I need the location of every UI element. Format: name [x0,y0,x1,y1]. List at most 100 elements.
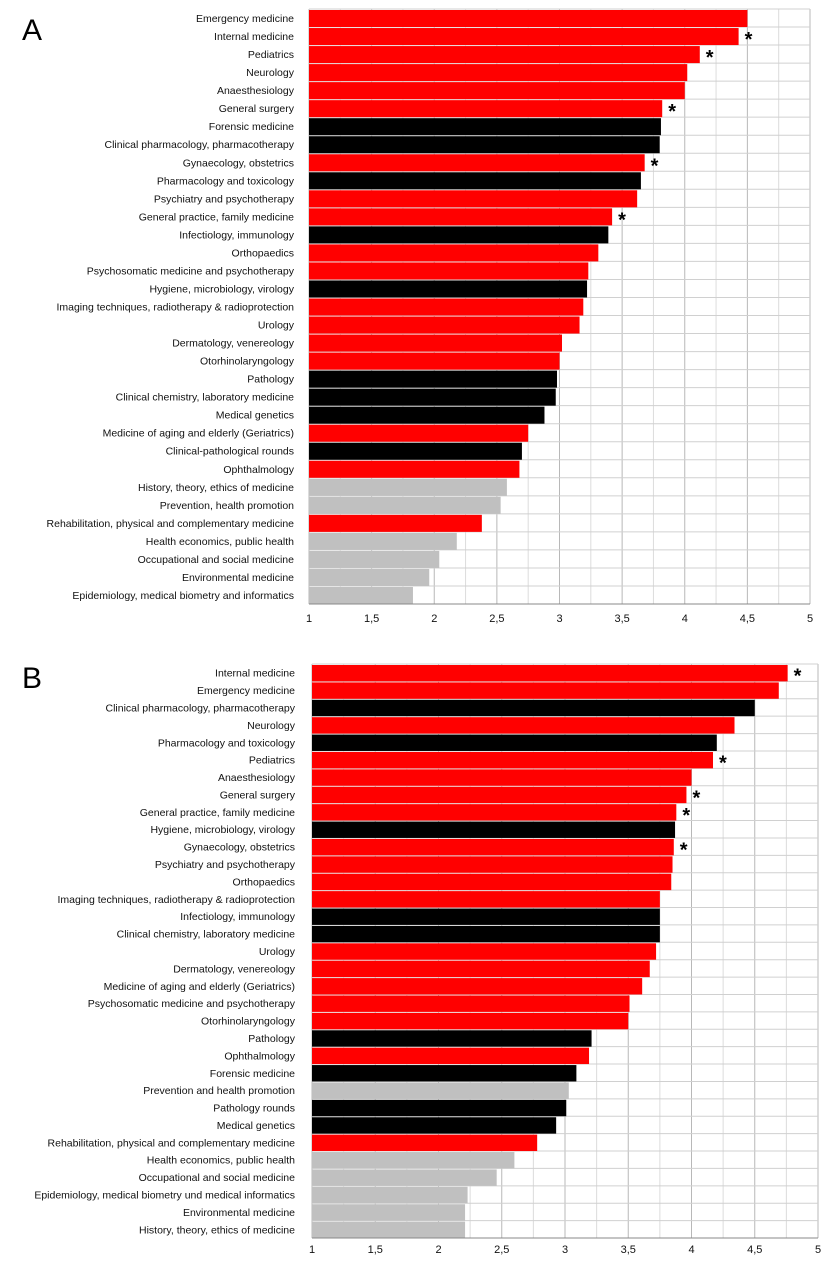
bar [309,550,440,568]
significance-star: * [706,47,714,69]
category-label: Imaging techniques, radiotherapy & radio… [57,894,295,906]
bar [312,1134,538,1152]
bar [312,734,717,751]
x-tick-label: 2,5 [494,1244,509,1256]
category-label: Occupational and social medicine [139,1172,296,1184]
bar [309,568,430,586]
chart-panel-b: B Internal medicine * Emergency medicine Cli… [22,662,821,1256]
bar [309,172,641,190]
bar [312,699,755,717]
bar [309,478,507,496]
bar [312,838,674,856]
bar [309,352,560,370]
bar [312,786,687,804]
bar [312,769,692,786]
bar [309,208,613,226]
category-label: Emergency medicine [196,13,294,25]
category-label: General surgery [219,103,295,115]
bar [312,682,779,699]
bar [312,1099,567,1117]
category-label: Internal medicine [214,31,294,43]
x-tick-label: 2,5 [489,613,504,625]
category-label: Rehabilitation, physical and complementa… [48,1137,296,1149]
category-label: Psychiatry and psychotherapy [155,859,296,871]
bar [312,1047,590,1065]
bar [312,978,643,995]
category-label: Gynaecology, obstetrics [183,157,294,169]
bar [312,891,660,908]
x-tick-label: 4,5 [747,1244,762,1256]
category-label: Clinical-pathological rounds [166,446,294,458]
category-label: Gynaecology, obstetrics [184,842,295,854]
category-label: Pharmacology and toxicology [157,175,295,187]
category-label: General practice, family medicine [140,807,295,819]
category-label: General surgery [220,789,296,801]
category-label: Internal medicine [215,668,295,680]
x-tick-label: 5 [815,1244,821,1256]
bar [312,908,660,925]
category-label: Dermatology, venereology [172,338,295,350]
category-label: Hygiene, microbiology, virology [150,824,295,836]
x-tick-label: 4,5 [740,613,755,625]
bar [312,856,673,873]
bar [309,442,522,460]
bar [309,28,739,46]
significance-star: * [668,101,676,123]
category-label: Psychiatry and psychotherapy [154,193,295,205]
category-label: Health economics, public health [146,536,294,548]
x-tick-label: 2 [431,613,437,625]
bar [312,1186,468,1204]
category-label: Environmental medicine [183,1207,295,1219]
category-label: Ophthalmology [224,1050,295,1062]
x-tick-label: 3 [562,1244,568,1256]
bar [309,280,588,298]
category-label: History, theory, ethics of medicine [138,482,294,494]
x-tick-label: 4 [688,1244,694,1256]
significance-star: * [692,787,700,809]
bar [312,1221,466,1238]
category-label: Pharmacology and toxicology [158,737,296,749]
category-label: Prevention, health promotion [160,500,294,512]
category-label: Medical genetics [216,410,294,422]
bar [309,226,609,244]
significance-star: * [682,805,690,827]
bar [309,244,599,262]
bar [312,821,676,838]
bar [312,1152,515,1169]
category-label: Medicine of aging and elderly (Geriatric… [104,981,295,993]
bar [312,1030,592,1047]
bar [312,960,650,978]
bar [309,298,584,316]
bar [312,943,657,960]
category-label: Orthopaedics [232,247,294,259]
significance-star: * [680,840,688,862]
bar [312,1169,497,1186]
bar [309,316,580,334]
x-tick-label: 1 [309,1244,315,1256]
x-tick-label: 5 [807,613,813,625]
bar [309,136,660,154]
bar [312,1012,629,1030]
bar [309,460,520,478]
bar [312,925,660,943]
category-label: Urology [259,946,296,958]
bar [309,334,563,352]
category-label: Hygiene, microbiology, virology [149,283,294,295]
bar [309,496,501,514]
category-label: Pathology [248,1033,295,1045]
significance-star: * [794,666,802,688]
category-label: Health economics, public health [147,1155,295,1167]
category-label: Emergency medicine [197,685,295,697]
bar [309,262,589,280]
category-label: Pediatrics [249,755,295,767]
category-label: Clinical chemistry, laboratory medicine [116,392,295,404]
bar [309,190,638,208]
bar [312,1204,466,1221]
category-label: Infectiology, immunology [180,911,296,923]
category-label: Imaging techniques, radiotherapy & radio… [56,302,294,314]
bar [312,751,714,769]
significance-star: * [719,753,727,775]
x-tick-label: 1,5 [364,613,379,625]
category-label: Epidemiology, medical biometry und medic… [34,1190,295,1202]
